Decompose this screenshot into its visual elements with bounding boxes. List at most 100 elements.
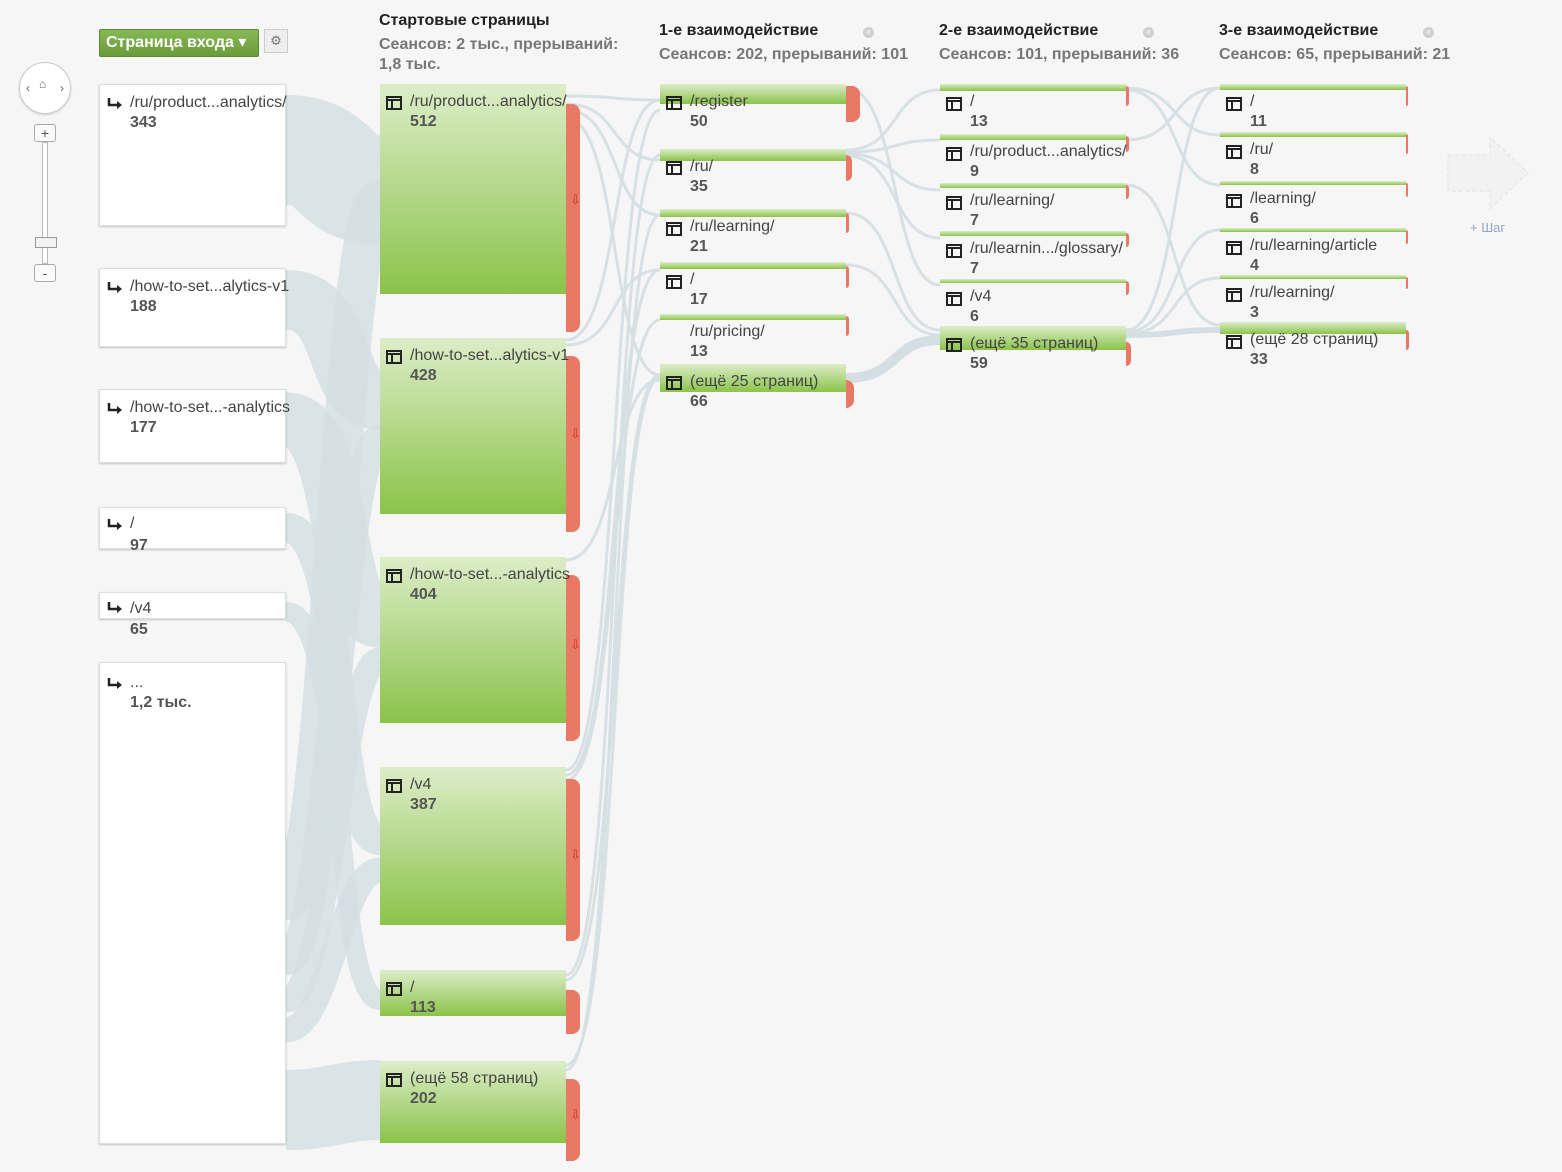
step2-node[interactable]: (ещё 35 страниц) 59 — [940, 326, 1140, 372]
pan-left-icon[interactable]: ‹ — [26, 81, 30, 95]
close-icon[interactable]: × — [1423, 27, 1434, 38]
dropoff-bar[interactable] — [1126, 86, 1129, 106]
step2-node[interactable]: / 13 — [940, 84, 1130, 130]
page-icon — [1226, 145, 1242, 159]
step1-node[interactable]: /ru/pricing/ 13 — [660, 314, 860, 360]
start-page-node[interactable]: ⇩ /ru/product...analytics/ 512 — [380, 84, 581, 332]
close-icon[interactable]: × — [863, 27, 874, 38]
node-bar — [1220, 181, 1406, 185]
column-header-start: Стартовые страницы Сеансов: 2 тыс., прер… — [379, 12, 619, 73]
dropoff-bar[interactable]: ⇩ — [566, 575, 581, 741]
start-page-node[interactable]: ⇩ /v4 387 — [380, 767, 581, 945]
dropoff-bar[interactable] — [1126, 185, 1129, 199]
step3-node[interactable]: /learning/ 6 — [1220, 181, 1410, 227]
dropoff-bar[interactable] — [846, 155, 852, 181]
dropoff-arrow-icon: ⇩ — [570, 192, 581, 207]
entry-node[interactable]: /how-to-set...-analytics 177 — [99, 389, 290, 463]
step3-node[interactable]: / 11 — [1220, 84, 1410, 130]
step1-node[interactable]: /ru/ 35 — [660, 149, 860, 195]
node-count: 387 — [410, 796, 437, 813]
entry-node[interactable]: / 97 — [99, 507, 286, 554]
start-page-node[interactable]: ⇩ (ещё 58 страниц) 202 — [380, 1061, 581, 1161]
dropoff-bar[interactable]: ⇩ — [566, 779, 581, 941]
dropoff-arrow-icon: ⇩ — [570, 637, 581, 652]
step3-node[interactable]: /ru/learning/article 4 — [1220, 228, 1410, 274]
dropoff-bar[interactable] — [846, 266, 849, 288]
entry-arrow-icon — [107, 602, 122, 613]
dropoff-bar[interactable] — [1126, 342, 1131, 366]
page-icon — [946, 292, 962, 306]
dropoff-bar[interactable] — [566, 990, 580, 1034]
zoom-out-button[interactable]: - — [34, 264, 56, 282]
dropoff-bar[interactable] — [846, 316, 849, 336]
entry-arrow-icon — [107, 403, 122, 414]
dropoff-bar[interactable] — [1406, 183, 1408, 197]
page-icon — [666, 275, 682, 289]
zoom-in-button[interactable]: + — [34, 124, 56, 142]
dropoff-bar[interactable] — [1126, 281, 1129, 295]
node-bar — [660, 364, 846, 392]
node-bar — [380, 338, 566, 514]
start-page-node[interactable]: / 113 — [380, 970, 580, 1034]
entry-node[interactable]: /how-to-set...alytics-v1 188 — [99, 268, 289, 347]
step1-node[interactable]: /register 50 — [660, 84, 860, 130]
step2-node[interactable]: /ru/product...analytics/ 9 — [940, 134, 1130, 180]
node-bar — [940, 134, 1126, 140]
step3-node[interactable]: /ru/ 8 — [1220, 132, 1410, 178]
node-count: 113 — [410, 999, 436, 1016]
entry-count: 97 — [130, 537, 148, 554]
dropoff-bar[interactable] — [1406, 86, 1408, 106]
entry-arrow-icon — [107, 282, 122, 293]
entry-arrow-icon — [107, 98, 122, 109]
page-icon — [946, 196, 962, 210]
start-page-node[interactable]: ⇩ /how-to-set...alytics-v1 428 — [380, 338, 581, 532]
dropoff-bar[interactable] — [1126, 233, 1129, 247]
dropoff-bar[interactable]: ⇩ — [566, 1079, 581, 1161]
entry-arrow-icon — [107, 519, 122, 530]
node-label: / — [410, 979, 415, 996]
node-count: 4 — [1250, 257, 1259, 274]
pan-right-icon[interactable]: › — [60, 81, 64, 95]
zoom-slider[interactable] — [42, 142, 48, 264]
step2-node[interactable]: /ru/learning/ 7 — [940, 183, 1130, 229]
node-label: /ru/learning/ — [970, 192, 1055, 209]
step2-node[interactable]: /v4 6 — [940, 279, 1130, 325]
page-icon — [666, 96, 682, 110]
zoom-handle[interactable] — [35, 237, 57, 248]
page-icon — [946, 147, 962, 161]
entry-node[interactable]: /v4 65 — [99, 592, 286, 638]
dropoff-bar[interactable] — [846, 86, 860, 122]
step1-node[interactable]: /ru/learning/ 21 — [660, 209, 860, 255]
step3-node[interactable]: (ещё 28 страниц) 33 — [1220, 322, 1420, 368]
entry-node[interactable]: /ru/product...analytics/ 343 — [99, 84, 287, 226]
page-icon — [386, 96, 402, 110]
dropoff-bar[interactable] — [1406, 230, 1408, 244]
add-step-arrow-icon[interactable] — [1446, 135, 1530, 211]
pan-control[interactable]: ‹ ⌂ › — [19, 62, 71, 114]
dropoff-bar[interactable] — [1126, 136, 1129, 152]
dropoff-bar[interactable] — [1406, 134, 1408, 154]
dropoff-bar[interactable] — [846, 380, 854, 408]
page-icon — [666, 222, 682, 236]
page-icon — [1226, 288, 1242, 302]
node-count: 3 — [1250, 304, 1259, 321]
dropoff-bar[interactable] — [1406, 330, 1409, 350]
page-icon — [386, 1073, 402, 1087]
step1-node[interactable]: / 17 — [660, 262, 860, 308]
entry-node[interactable]: ... 1,2 тыс. — [99, 662, 286, 1144]
dropoff-bar[interactable] — [846, 213, 849, 233]
step3-node[interactable]: /ru/learning/ 3 — [1220, 275, 1410, 321]
step2-node[interactable]: /ru/learnin.../glossary/ 7 — [940, 231, 1130, 277]
step1-node[interactable]: (ещё 25 страниц) 66 — [660, 364, 860, 410]
dropoff-bar[interactable]: ⇩ — [566, 104, 581, 332]
dropoff-bar[interactable]: ⇩ — [566, 356, 581, 532]
page-icon — [1226, 97, 1242, 111]
add-step-link[interactable]: + Шаг — [1470, 220, 1506, 235]
start-page-node[interactable]: ⇩ /how-to-set...-analytics 404 — [380, 557, 581, 741]
dimension-dropdown-button[interactable]: Страница входа ▾ — [99, 29, 259, 57]
home-icon[interactable]: ⌂ — [39, 77, 47, 91]
gear-icon[interactable]: ⚙ — [264, 29, 288, 53]
dropoff-bar[interactable] — [1406, 277, 1408, 289]
node-bar — [940, 231, 1126, 236]
close-icon[interactable]: × — [1143, 27, 1154, 38]
